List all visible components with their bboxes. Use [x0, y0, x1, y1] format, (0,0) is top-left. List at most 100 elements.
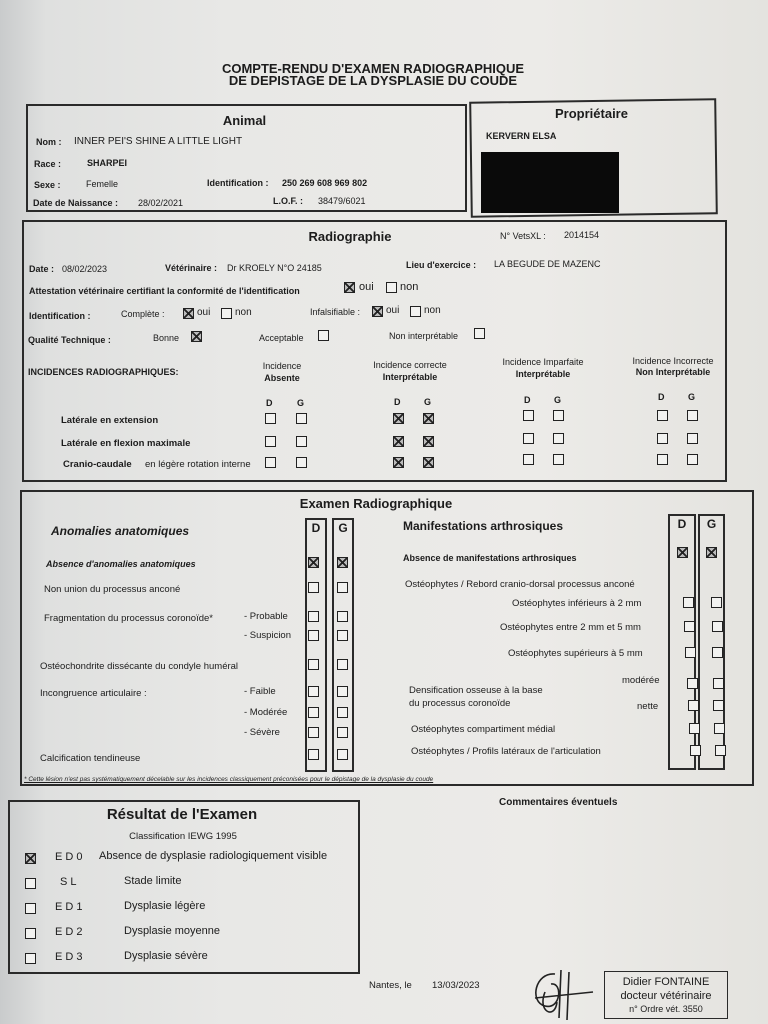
- race-label: Race :: [34, 159, 62, 169]
- incidence-checkbox[interactable]: [657, 433, 668, 444]
- incidence-checkbox[interactable]: [687, 410, 698, 421]
- result-checkbox[interactable]: [25, 953, 36, 964]
- anomaly-d-checkbox[interactable]: [308, 707, 319, 718]
- incidence-checkbox[interactable]: [423, 413, 434, 424]
- anomaly-g-checkbox[interactable]: [337, 749, 348, 760]
- acceptable-checkbox[interactable]: [318, 330, 329, 341]
- anomaly-sublabel: - Sévère: [244, 727, 280, 738]
- incidence-checkbox[interactable]: [657, 410, 668, 421]
- vetsxl-label: N° VetsXL :: [500, 231, 546, 241]
- complete-oui-checkbox[interactable]: [183, 308, 194, 319]
- arthrosis-d-checkbox[interactable]: [688, 700, 699, 711]
- anomaly-g-checkbox[interactable]: [337, 557, 348, 568]
- incidence-row-label: Latérale en flexion maximale: [61, 438, 191, 449]
- anomaly-sublabel: - Suspicion: [244, 630, 291, 641]
- infalsifiable-oui-checkbox[interactable]: [372, 306, 383, 317]
- result-checkbox[interactable]: [25, 903, 36, 914]
- arthrosis-g-checkbox[interactable]: [712, 647, 723, 658]
- incidence-checkbox[interactable]: [393, 413, 404, 424]
- result-checkbox[interactable]: [25, 878, 36, 889]
- incidence-checkbox[interactable]: [393, 436, 404, 447]
- absence-manifestations-d-checkbox[interactable]: [677, 547, 688, 558]
- result-checkbox[interactable]: [25, 928, 36, 939]
- stamp-name: Didier FONTAINE: [622, 976, 710, 988]
- arthrosis-g-checkbox[interactable]: [714, 723, 725, 734]
- absence-manifestations-g-checkbox[interactable]: [706, 547, 717, 558]
- anomaly-d-checkbox[interactable]: [308, 686, 319, 697]
- footnote: * Cette lésion n'est pas systématiquemen…: [24, 776, 434, 783]
- incidence-checkbox[interactable]: [296, 413, 307, 424]
- infalsifiable-non-checkbox[interactable]: [410, 306, 421, 317]
- anomaly-g-checkbox[interactable]: [337, 582, 348, 593]
- anomaly-d-checkbox[interactable]: [308, 727, 319, 738]
- race-value: SHARPEI: [87, 158, 128, 168]
- anomaly-d-checkbox[interactable]: [308, 582, 319, 593]
- col-correcte-line1: Incidence correcte: [373, 360, 447, 370]
- vetsxl-value: 2014154: [564, 230, 600, 240]
- anomaly-g-checkbox[interactable]: [337, 659, 348, 670]
- identification-value: 250 269 608 969 802: [282, 178, 368, 188]
- arthrosis-d-checkbox[interactable]: [684, 621, 695, 632]
- incidence-checkbox[interactable]: [423, 436, 434, 447]
- attestation-oui-checkbox[interactable]: [344, 282, 355, 293]
- bonne-label: Bonne: [153, 333, 180, 343]
- incidence-checkbox[interactable]: [523, 410, 534, 421]
- anomaly-d-checkbox[interactable]: [308, 611, 319, 622]
- arthrosis-d-checkbox[interactable]: [683, 597, 694, 608]
- incidence-checkbox[interactable]: [687, 454, 698, 465]
- arthrosis-g-checkbox[interactable]: [712, 621, 723, 632]
- incidence-checkbox[interactable]: [296, 436, 307, 447]
- right-d-header: D: [677, 517, 687, 531]
- anomaly-g-checkbox[interactable]: [337, 727, 348, 738]
- non-interpretable-checkbox[interactable]: [474, 328, 485, 339]
- attestation-non-checkbox[interactable]: [386, 282, 397, 293]
- bonne-checkbox[interactable]: [191, 331, 202, 342]
- incidence-checkbox[interactable]: [523, 454, 534, 465]
- animal-section: [26, 104, 467, 212]
- anomaly-d-checkbox[interactable]: [308, 630, 319, 641]
- result-label: Dysplasie sévère: [124, 950, 208, 962]
- incidence-checkbox[interactable]: [296, 457, 307, 468]
- arthrosis-g-checkbox[interactable]: [713, 678, 724, 689]
- incidence-checkbox[interactable]: [393, 457, 404, 468]
- anomaly-g-checkbox[interactable]: [337, 686, 348, 697]
- arthrosis-label: modérée: [622, 675, 660, 686]
- complete-non-checkbox[interactable]: [221, 308, 232, 319]
- acceptable-label: Acceptable: [259, 333, 304, 343]
- result-label: Absence de dysplasie radiologiquement vi…: [99, 850, 328, 862]
- anomaly-g-checkbox[interactable]: [337, 707, 348, 718]
- result-checkbox[interactable]: [25, 853, 36, 864]
- incidence-checkbox[interactable]: [265, 457, 276, 468]
- date-label: Date :: [29, 264, 55, 274]
- anomaly-g-checkbox[interactable]: [337, 611, 348, 622]
- date-value: 08/02/2023: [62, 264, 108, 274]
- col-absente-line2: Absente: [264, 373, 300, 383]
- col-incorrecte-line2: Non Interprétable: [635, 367, 711, 377]
- arthrosis-g-checkbox[interactable]: [713, 700, 724, 711]
- arthrosis-d-checkbox[interactable]: [685, 647, 696, 658]
- anomaly-g-checkbox[interactable]: [337, 630, 348, 641]
- incidence-checkbox[interactable]: [423, 457, 434, 468]
- incidence-checkbox[interactable]: [553, 410, 564, 421]
- lof-value: 38479/6021: [318, 196, 366, 206]
- incidence-checkbox[interactable]: [687, 433, 698, 444]
- arthrosis-d-checkbox[interactable]: [687, 678, 698, 689]
- arthrosis-g-checkbox[interactable]: [715, 745, 726, 756]
- incidence-checkbox[interactable]: [265, 413, 276, 424]
- arthrosis-label: Ostéophytes inférieurs à 2 mm: [512, 598, 642, 609]
- resultat-heading: Résultat de l'Examen: [106, 806, 258, 823]
- incidence-checkbox[interactable]: [553, 433, 564, 444]
- anomaly-d-checkbox[interactable]: [308, 749, 319, 760]
- arthrosis-g-checkbox[interactable]: [711, 597, 722, 608]
- arthrosis-d-checkbox[interactable]: [690, 745, 701, 756]
- anomaly-d-checkbox[interactable]: [308, 557, 319, 568]
- arthrosis-d-checkbox[interactable]: [689, 723, 700, 734]
- anomaly-d-checkbox[interactable]: [308, 659, 319, 670]
- incidence-checkbox[interactable]: [523, 433, 534, 444]
- incidence-checkbox[interactable]: [553, 454, 564, 465]
- nom-value: INNER PEI'S SHINE A LITTLE LIGHT: [74, 136, 243, 147]
- incidence-row-label: Latérale en extension: [61, 415, 159, 426]
- anomaly-label: Absence d'anomalies anatomiques: [46, 559, 196, 569]
- incidence-checkbox[interactable]: [657, 454, 668, 465]
- incidence-checkbox[interactable]: [265, 436, 276, 447]
